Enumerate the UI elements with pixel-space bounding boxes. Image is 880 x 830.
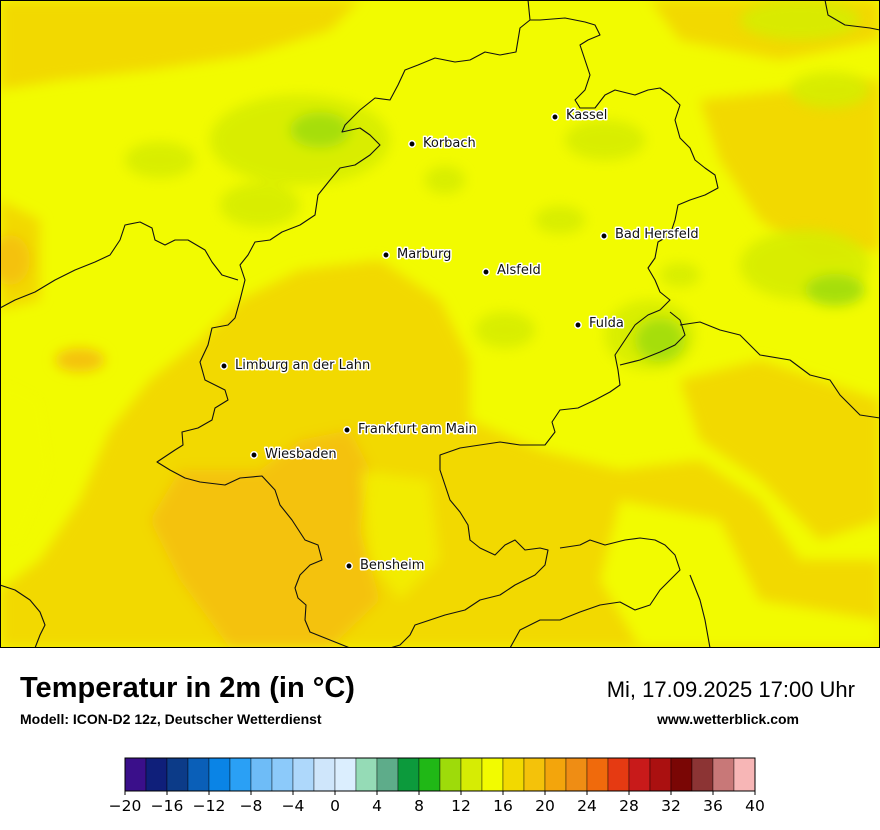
colorbar-tick-label: 8 <box>414 797 424 815</box>
colorbar-swatch <box>691 757 714 792</box>
colorbar-swatch <box>544 757 567 792</box>
colorbar-swatch <box>355 757 378 792</box>
colorbar-swatch <box>628 757 651 792</box>
colorbar-swatch <box>733 757 756 792</box>
colorbar-swatch <box>292 757 315 792</box>
colorbar-swatch <box>586 757 609 792</box>
colorbar-swatch <box>397 757 420 792</box>
forecast-datetime: Mi, 17.09.2025 17:00 Uhr <box>606 677 855 702</box>
colorbar-swatch <box>439 757 462 792</box>
website-link: www.wetterblick.com <box>657 711 799 727</box>
city-limburg: Limburg an der Lahn <box>220 357 372 375</box>
colorbar-tick-label: −12 <box>193 797 226 815</box>
colorbar-tick-label: 40 <box>745 797 765 815</box>
colorbar-tick-label: 32 <box>661 797 681 815</box>
colorbar-swatch <box>649 757 672 792</box>
svg-text:Fulda: Fulda <box>589 316 624 331</box>
svg-text:Korbach: Korbach <box>423 136 476 151</box>
city-wiesbaden: Wiesbaden <box>250 446 338 464</box>
colorbar-tick-label: 12 <box>451 797 471 815</box>
city-bad-hersfeld: Bad Hersfeld <box>600 226 700 244</box>
svg-text:Alsfeld: Alsfeld <box>497 263 541 278</box>
temperature-colorbar: −20 −16 −12 −8 −4 0 4 8 12 16 20 24 28 32 36 40 <box>110 757 765 815</box>
colorbar-tick-label: 20 <box>535 797 555 815</box>
colorbar-swatch <box>670 757 693 792</box>
svg-text:Frankfurt am Main: Frankfurt am Main <box>358 422 477 437</box>
colorbar-tick-label: −8 <box>240 797 263 815</box>
colorbar-tick-label: 24 <box>577 797 597 815</box>
map-title: Temperatur in 2m (in °C) <box>20 672 355 704</box>
colorbar-tick-label: 4 <box>372 797 382 815</box>
colorbar-swatch <box>229 757 252 792</box>
svg-text:Kassel: Kassel <box>566 108 607 123</box>
svg-text:Marburg: Marburg <box>397 247 451 262</box>
colorbar-swatch <box>481 757 504 792</box>
colorbar-swatch <box>250 757 273 792</box>
colorbar-frame <box>124 757 756 792</box>
colorbar-ticks: −20 −16 −12 −8 −4 0 4 8 12 16 20 24 28 32 36 40 <box>110 791 765 815</box>
colorbar-tick-label: 0 <box>330 797 340 815</box>
colorbar-tick-label: −20 <box>110 797 141 815</box>
colorbar-swatch <box>313 757 336 792</box>
colorbar-swatch <box>376 757 399 792</box>
colorbar-swatch <box>271 757 294 792</box>
svg-text:Bad Hersfeld: Bad Hersfeld <box>615 227 699 242</box>
svg-text:Limburg an der Lahn: Limburg an der Lahn <box>235 358 370 373</box>
city-kassel: Kassel <box>551 107 609 125</box>
svg-text:Bensheim: Bensheim <box>360 558 424 573</box>
city-markers: Kassel Korbach Bad Hersfeld Marburg Alsf… <box>220 107 700 575</box>
colorbar-swatches <box>124 757 756 792</box>
colorbar-tick-label: 36 <box>703 797 723 815</box>
city-frankfurt: Frankfurt am Main <box>343 421 478 439</box>
colorbar-swatch <box>334 757 357 792</box>
colorbar-swatch <box>418 757 441 792</box>
colorbar-swatch <box>145 757 168 792</box>
temperature-map: Kassel Korbach Bad Hersfeld Marburg Alsf… <box>0 0 880 648</box>
colorbar-tick-label: −16 <box>151 797 184 815</box>
city-bensheim: Bensheim <box>345 557 426 575</box>
city-alsfeld: Alsfeld <box>482 262 542 280</box>
colorbar-tick-label: 16 <box>493 797 513 815</box>
temperature-field <box>0 0 880 648</box>
svg-text:Wiesbaden: Wiesbaden <box>265 447 337 462</box>
colorbar-swatch <box>187 757 210 792</box>
colorbar-swatch <box>565 757 588 792</box>
colorbar-swatch <box>502 757 525 792</box>
city-fulda: Fulda <box>574 315 625 333</box>
colorbar-tick-label: 28 <box>619 797 639 815</box>
colorbar-swatch <box>166 757 189 792</box>
colorbar-swatch <box>460 757 483 792</box>
city-korbach: Korbach <box>408 135 477 153</box>
colorbar-tick-label: −4 <box>282 797 305 815</box>
state-border <box>0 0 880 648</box>
city-marburg: Marburg <box>382 246 453 264</box>
colorbar-swatch <box>523 757 546 792</box>
model-info: Modell: ICON-D2 12z, Deutscher Wetterdie… <box>20 711 322 727</box>
colorbar-swatch <box>208 757 231 792</box>
colorbar-swatch <box>607 757 630 792</box>
colorbar-swatch <box>712 757 735 792</box>
colorbar-swatch <box>124 757 147 792</box>
